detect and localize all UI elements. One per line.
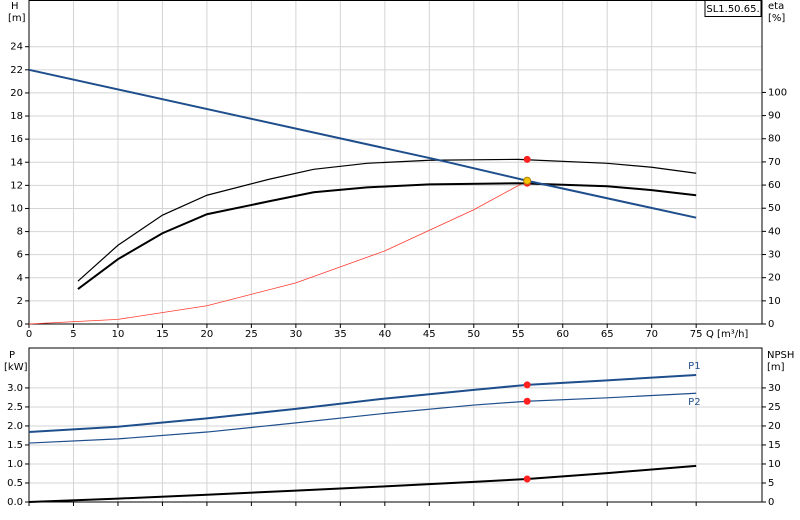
operating-point <box>523 475 531 483</box>
y-tick-label: 10 <box>10 203 23 214</box>
y-tick-label: 1.5 <box>7 440 23 451</box>
y2-axis-unit: [m] <box>767 362 785 373</box>
x-tick-label: 75 <box>690 329 703 340</box>
y-tick-label: 20 <box>10 88 23 99</box>
x-tick-label: 55 <box>512 329 525 340</box>
y-tick-label: 24 <box>10 42 23 53</box>
y2-tick-label: 40 <box>768 226 781 237</box>
y-tick-label: 18 <box>10 111 23 122</box>
x-tick-label: 10 <box>112 329 125 340</box>
series-line <box>77 182 697 290</box>
x-tick-label: 50 <box>467 329 480 340</box>
x-tick-label: 20 <box>201 329 214 340</box>
x-tick-label: 60 <box>556 329 569 340</box>
y2-axis-unit: [%] <box>768 13 785 24</box>
y2-tick-label: 10 <box>768 296 781 307</box>
series-line <box>28 68 697 219</box>
operating-point <box>523 176 532 185</box>
x-tick-label: 0 <box>26 329 32 340</box>
y2-tick-label: 100 <box>768 87 787 98</box>
y-axis-title: H <box>11 1 19 12</box>
y-tick-label: 2.0 <box>7 421 23 432</box>
y2-tick-label: 10 <box>768 459 781 470</box>
plot-frame <box>28 0 763 325</box>
y-axis-unit: [m] <box>8 13 26 24</box>
series-line <box>28 373 697 434</box>
series-line <box>77 158 697 282</box>
y-tick-label: 0.5 <box>7 478 23 489</box>
y-tick-label: 0.0 <box>7 497 23 508</box>
y2-tick-label: 5 <box>768 478 774 489</box>
y2-tick-label: 50 <box>768 203 781 214</box>
x-tick-label: 65 <box>601 329 614 340</box>
operating-point <box>523 397 531 405</box>
x-tick-label: 70 <box>645 329 658 340</box>
y-tick-label: 14 <box>10 157 23 168</box>
y-axis-title: P <box>9 350 15 361</box>
y2-tick-label: 20 <box>768 273 781 284</box>
x-tick-label: 15 <box>156 329 169 340</box>
y-tick-label: 8 <box>17 227 23 238</box>
y2-tick-label: 30 <box>768 250 781 261</box>
y2-tick-label: 0 <box>768 497 774 508</box>
y2-tick-label: 0 <box>768 319 774 330</box>
y-tick-label: 22 <box>10 65 23 76</box>
y2-tick-label: 25 <box>768 402 781 413</box>
y-tick-label: 12 <box>10 180 23 191</box>
series-line <box>28 464 697 503</box>
x-tick-label: 40 <box>378 329 391 340</box>
operating-point <box>523 155 531 163</box>
y-tick-label: 2 <box>17 296 23 307</box>
y2-axis-title: NPSH <box>767 350 794 361</box>
x-tick-label: 30 <box>290 329 303 340</box>
y2-tick-label: 70 <box>768 157 781 168</box>
plot-frame <box>28 347 763 503</box>
x-tick-label: 25 <box>245 329 258 340</box>
y-tick-label: 0 <box>17 319 23 330</box>
y-tick-label: 2.5 <box>7 402 23 413</box>
operating-point <box>523 381 531 389</box>
x-tick-label: 45 <box>423 329 436 340</box>
y-tick-label: 3.0 <box>7 383 23 394</box>
series-label: P1 <box>688 361 700 372</box>
y2-tick-label: 80 <box>768 134 781 145</box>
y2-axis-title: eta <box>768 1 784 12</box>
y-tick-label: 4 <box>17 273 23 284</box>
y-tick-label: 16 <box>10 134 23 145</box>
series-line <box>28 180 528 325</box>
chart-title: SL1.50.65. <box>706 4 759 15</box>
series-label: P2 <box>688 397 700 408</box>
y2-tick-label: 20 <box>768 421 781 432</box>
y-axis-unit: [kW] <box>4 362 28 373</box>
x-tick-label: 35 <box>334 329 347 340</box>
y2-tick-label: 15 <box>768 440 781 451</box>
y-tick-label: 1.0 <box>7 459 23 470</box>
y2-tick-label: 90 <box>768 111 781 122</box>
x-tick-label: 5 <box>70 329 76 340</box>
series-line <box>28 392 697 444</box>
y-tick-label: 6 <box>17 250 23 261</box>
x-axis-title: Q [m³/h] <box>706 329 748 340</box>
y2-tick-label: 60 <box>768 180 781 191</box>
y2-tick-label: 30 <box>768 383 781 394</box>
